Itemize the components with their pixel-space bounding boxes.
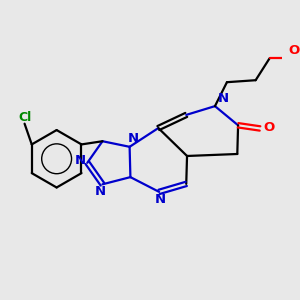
- Text: O: O: [263, 121, 275, 134]
- Text: Cl: Cl: [18, 111, 31, 124]
- Text: N: N: [155, 194, 166, 206]
- Text: N: N: [218, 92, 229, 105]
- Text: O: O: [288, 44, 299, 57]
- Text: N: N: [75, 154, 86, 167]
- Text: N: N: [95, 185, 106, 198]
- Text: N: N: [128, 132, 139, 145]
